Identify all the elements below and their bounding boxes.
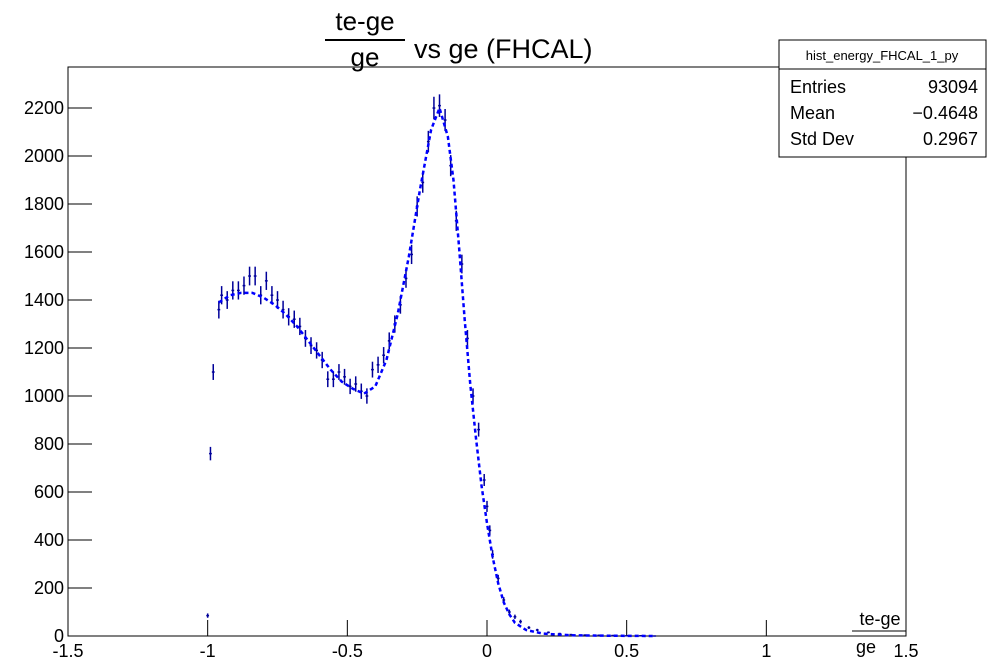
y-tick-label: 2200 <box>24 98 64 118</box>
y-tick-label: 1800 <box>24 194 64 214</box>
data-point <box>597 634 601 637</box>
data-point <box>354 376 358 392</box>
data-point <box>337 364 341 380</box>
y-tick-label: 1200 <box>24 338 64 358</box>
data-point <box>209 446 212 461</box>
stats-label: Std Dev <box>790 129 854 149</box>
stats-box: hist_energy_FHCAL_1_py Entries 93094 Mean −… <box>778 39 987 158</box>
title-denominator: ge <box>351 42 380 72</box>
y-tick-label: 800 <box>34 434 64 454</box>
data-point <box>298 317 302 336</box>
y-tick-label: 2000 <box>24 146 64 166</box>
x-tick-label: 0.5 <box>614 641 639 661</box>
y-tick-label: 1400 <box>24 290 64 310</box>
y-tick-label: 1600 <box>24 242 64 262</box>
x-label-numerator: te-ge <box>859 609 900 629</box>
y-tick-label: 1000 <box>24 386 64 406</box>
data-point <box>231 281 235 300</box>
stats-value: −0.4648 <box>912 103 978 123</box>
stats-label: Mean <box>790 103 835 123</box>
data-point <box>382 347 386 364</box>
title-numerator: te-ge <box>335 6 394 36</box>
y-tick-label: 600 <box>34 482 64 502</box>
y-tick-label: 200 <box>34 578 64 598</box>
data-point <box>519 619 522 624</box>
data-point <box>225 291 229 309</box>
stats-frame <box>778 39 987 158</box>
data-point <box>376 356 380 373</box>
stats-name: hist_energy_FHCAL_1_py <box>806 48 959 63</box>
stats-label: Entries <box>790 77 846 97</box>
data-point <box>387 332 391 350</box>
data-point <box>426 130 430 153</box>
x-tick-label: -1.5 <box>52 641 83 661</box>
fit-line <box>218 104 655 638</box>
data-point <box>371 361 374 378</box>
data-point <box>217 300 221 319</box>
data-point <box>513 614 517 619</box>
data-point <box>443 108 447 132</box>
x-label-denominator: ge <box>856 637 876 657</box>
data-point <box>326 371 330 388</box>
data-point <box>404 269 408 288</box>
data-point <box>248 266 251 286</box>
data-point <box>507 609 511 615</box>
data-point <box>292 310 296 328</box>
data-point <box>583 634 587 636</box>
data-point <box>432 96 436 120</box>
data-point <box>264 271 268 290</box>
data-point <box>206 613 210 618</box>
data-point <box>477 422 481 437</box>
data-point <box>485 500 489 512</box>
stats-value: 93094 <box>928 77 978 97</box>
data-point <box>527 626 531 630</box>
data-point <box>535 628 539 632</box>
data-point <box>547 631 550 634</box>
data-point <box>270 286 274 305</box>
x-tick-label: 1 <box>761 641 771 661</box>
data-point <box>253 266 257 286</box>
data-point <box>309 337 313 355</box>
data-point <box>410 244 413 265</box>
x-tick-label: -0.5 <box>332 641 363 661</box>
data-point <box>343 368 346 385</box>
data-point <box>242 276 246 295</box>
data-point <box>438 94 441 117</box>
data-point <box>421 172 425 193</box>
data-point <box>236 281 240 300</box>
x-tick-label: 0 <box>482 641 492 661</box>
stats-value: 0.2967 <box>923 129 978 149</box>
data-point <box>482 474 486 487</box>
x-tick-label: -1 <box>200 641 216 661</box>
chart-title: vs ge (FHCAL) <box>414 34 593 64</box>
x-tick-label: 1.5 <box>893 641 918 661</box>
y-tick-label: 0 <box>54 626 64 646</box>
data-point <box>348 378 352 395</box>
y-tick-label: 400 <box>34 530 64 550</box>
data-point <box>331 371 335 388</box>
data-point <box>211 364 215 380</box>
